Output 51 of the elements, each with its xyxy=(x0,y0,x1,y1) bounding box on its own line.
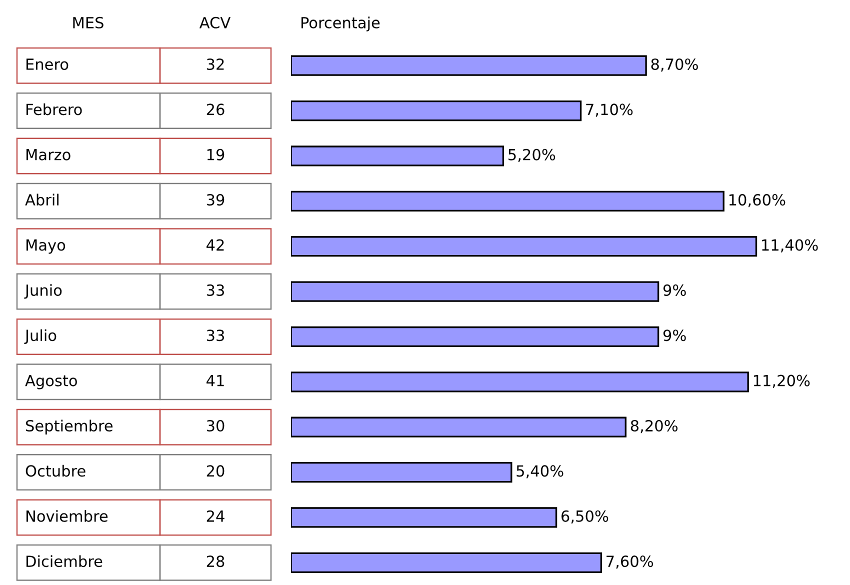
y-tick-label: Diciembre xyxy=(26,555,102,568)
y-tick-label: Noviembre xyxy=(26,510,108,522)
data-label: 5,40% xyxy=(516,465,564,478)
text: MES xyxy=(73,16,104,28)
bar xyxy=(291,462,512,483)
y-tick-label: Septiembre xyxy=(26,420,113,434)
y-tick-label: Junio xyxy=(24,284,62,299)
bar xyxy=(291,552,602,573)
bar xyxy=(291,281,660,302)
bar xyxy=(291,190,724,212)
text: 19 xyxy=(207,148,224,160)
text: 26 xyxy=(206,104,224,116)
data-label: 5,20% xyxy=(508,148,556,162)
data-label: 11,40% xyxy=(762,239,818,252)
text: 24 xyxy=(206,510,224,522)
y-tick-label: Julio xyxy=(24,329,56,344)
text: 32 xyxy=(206,58,224,70)
bar xyxy=(291,100,582,122)
data-label: 8,20% xyxy=(630,420,678,434)
y-tick-label: Octubre xyxy=(26,464,86,477)
text: 20 xyxy=(206,465,224,477)
data-label: 7,10% xyxy=(586,104,633,117)
text: 30 xyxy=(206,420,224,432)
y-tick-label: Abril xyxy=(25,194,58,206)
bar xyxy=(291,416,626,438)
bar xyxy=(291,372,749,392)
y-tick-label: Febrero xyxy=(26,103,82,116)
chart-title: Porcentaje xyxy=(302,16,380,32)
data-label: 11,20% xyxy=(754,374,810,388)
data-label: 6,50% xyxy=(562,510,608,524)
y-tick-label: Mayo xyxy=(26,239,66,254)
bar xyxy=(291,507,558,528)
text: 28 xyxy=(206,556,224,568)
text: ACV xyxy=(199,16,231,28)
bar xyxy=(291,326,660,348)
bar xyxy=(291,236,758,257)
text: 33 xyxy=(206,330,224,342)
data-label: 8,70% xyxy=(651,58,698,72)
bar xyxy=(291,55,647,76)
text: 39 xyxy=(206,194,224,206)
data-label: 9% xyxy=(663,284,686,296)
text: 41 xyxy=(206,374,224,386)
data-label: 7,60% xyxy=(606,556,654,569)
data-label: 9% xyxy=(663,330,686,342)
y-tick-label: Enero xyxy=(26,58,68,70)
y-tick-label: Marzo xyxy=(26,149,70,160)
data-label: 10,60% xyxy=(729,194,786,208)
text: 33 xyxy=(206,284,224,296)
text: 42 xyxy=(206,239,224,251)
bar xyxy=(291,146,504,166)
y-tick-label: Agosto xyxy=(25,374,77,390)
